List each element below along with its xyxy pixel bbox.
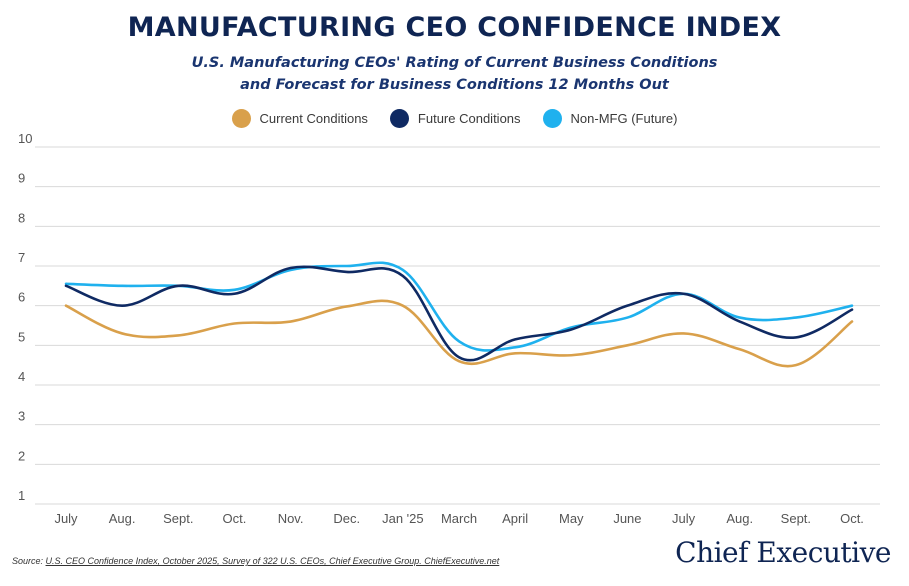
legend-item-current[interactable]: Current Conditions [231,109,368,128]
y-tick-label: 7 [18,250,25,265]
x-tick-label: Nov. [278,511,304,526]
legend-swatch-future [389,109,409,128]
brand-logo: Chief Executive [675,536,891,569]
x-tick-label: Aug. [109,511,136,526]
x-tick-label: May [559,511,584,526]
y-tick-label: 8 [18,210,25,225]
x-tick-label: Oct. [840,511,864,526]
grid-lines [35,146,880,505]
legend-swatch-current [231,109,251,128]
y-tick-label: 6 [18,290,25,305]
y-tick-label: 5 [18,329,25,344]
x-tick-label: Aug. [726,511,753,526]
y-tick-label: 2 [18,448,25,463]
chart-title: MANUFACTURING CEO CONFIDENCE INDEX [127,12,782,43]
source-link[interactable]: U.S. CEO Confidence Index, October 2025,… [45,556,500,566]
legend-label-future: Future Conditions [417,111,521,126]
legend-item-nonmfg[interactable]: Non-MFG (Future) [542,109,678,128]
y-tick-label: 3 [18,409,25,424]
x-tick-label: July [672,511,696,526]
subtitle-line-2: and Forecast for Business Conditions 12 … [240,77,669,93]
source-prefix: Source: [12,556,46,566]
x-tick-label: April [502,511,528,526]
x-tick-label: Sept. [781,511,811,526]
y-tick-label: 4 [18,369,25,384]
x-axis-ticks: July Aug. Sept. Oct. Nov. Dec. Jan '25 March Apr… [54,511,863,526]
legend-label-current: Current Conditions [259,111,368,126]
subtitle-line-1: U.S. Manufacturing CEOs' Rating of Curre… [191,55,718,71]
chart-legend: Current Conditions Future Conditions Non… [0,109,909,128]
legend-item-future[interactable]: Future Conditions [389,109,521,128]
series-nonmfg-line [64,261,854,352]
legend-label-nonmfg: Non-MFG (Future) [570,111,678,126]
y-tick-label: 1 [18,488,25,503]
legend-swatch-nonmfg [542,109,562,128]
x-tick-label: June [613,511,641,526]
x-tick-label: Oct. [223,511,247,526]
series-current-line [64,299,854,368]
series-lines [64,261,854,368]
x-tick-label: Sept. [163,511,193,526]
y-axis-ticks: 1 2 3 4 5 6 7 8 9 10 [18,131,32,503]
y-tick-label: 10 [18,131,32,146]
y-tick-label: 9 [18,171,25,186]
series-future-line [64,265,854,362]
source-note: Source: U.S. CEO Confidence Index, Octob… [12,556,499,566]
x-tick-label: July [54,511,78,526]
x-tick-label: Dec. [333,511,360,526]
x-tick-label: Jan '25 [382,511,424,526]
line-chart: 1 2 3 4 5 6 7 8 9 10 July Aug. Sept. Oct. Nov. Dec. Jan… [18,131,880,526]
x-tick-label: March [441,511,477,526]
chart-subtitle: U.S. Manufacturing CEOs' Rating of Curre… [0,52,909,96]
